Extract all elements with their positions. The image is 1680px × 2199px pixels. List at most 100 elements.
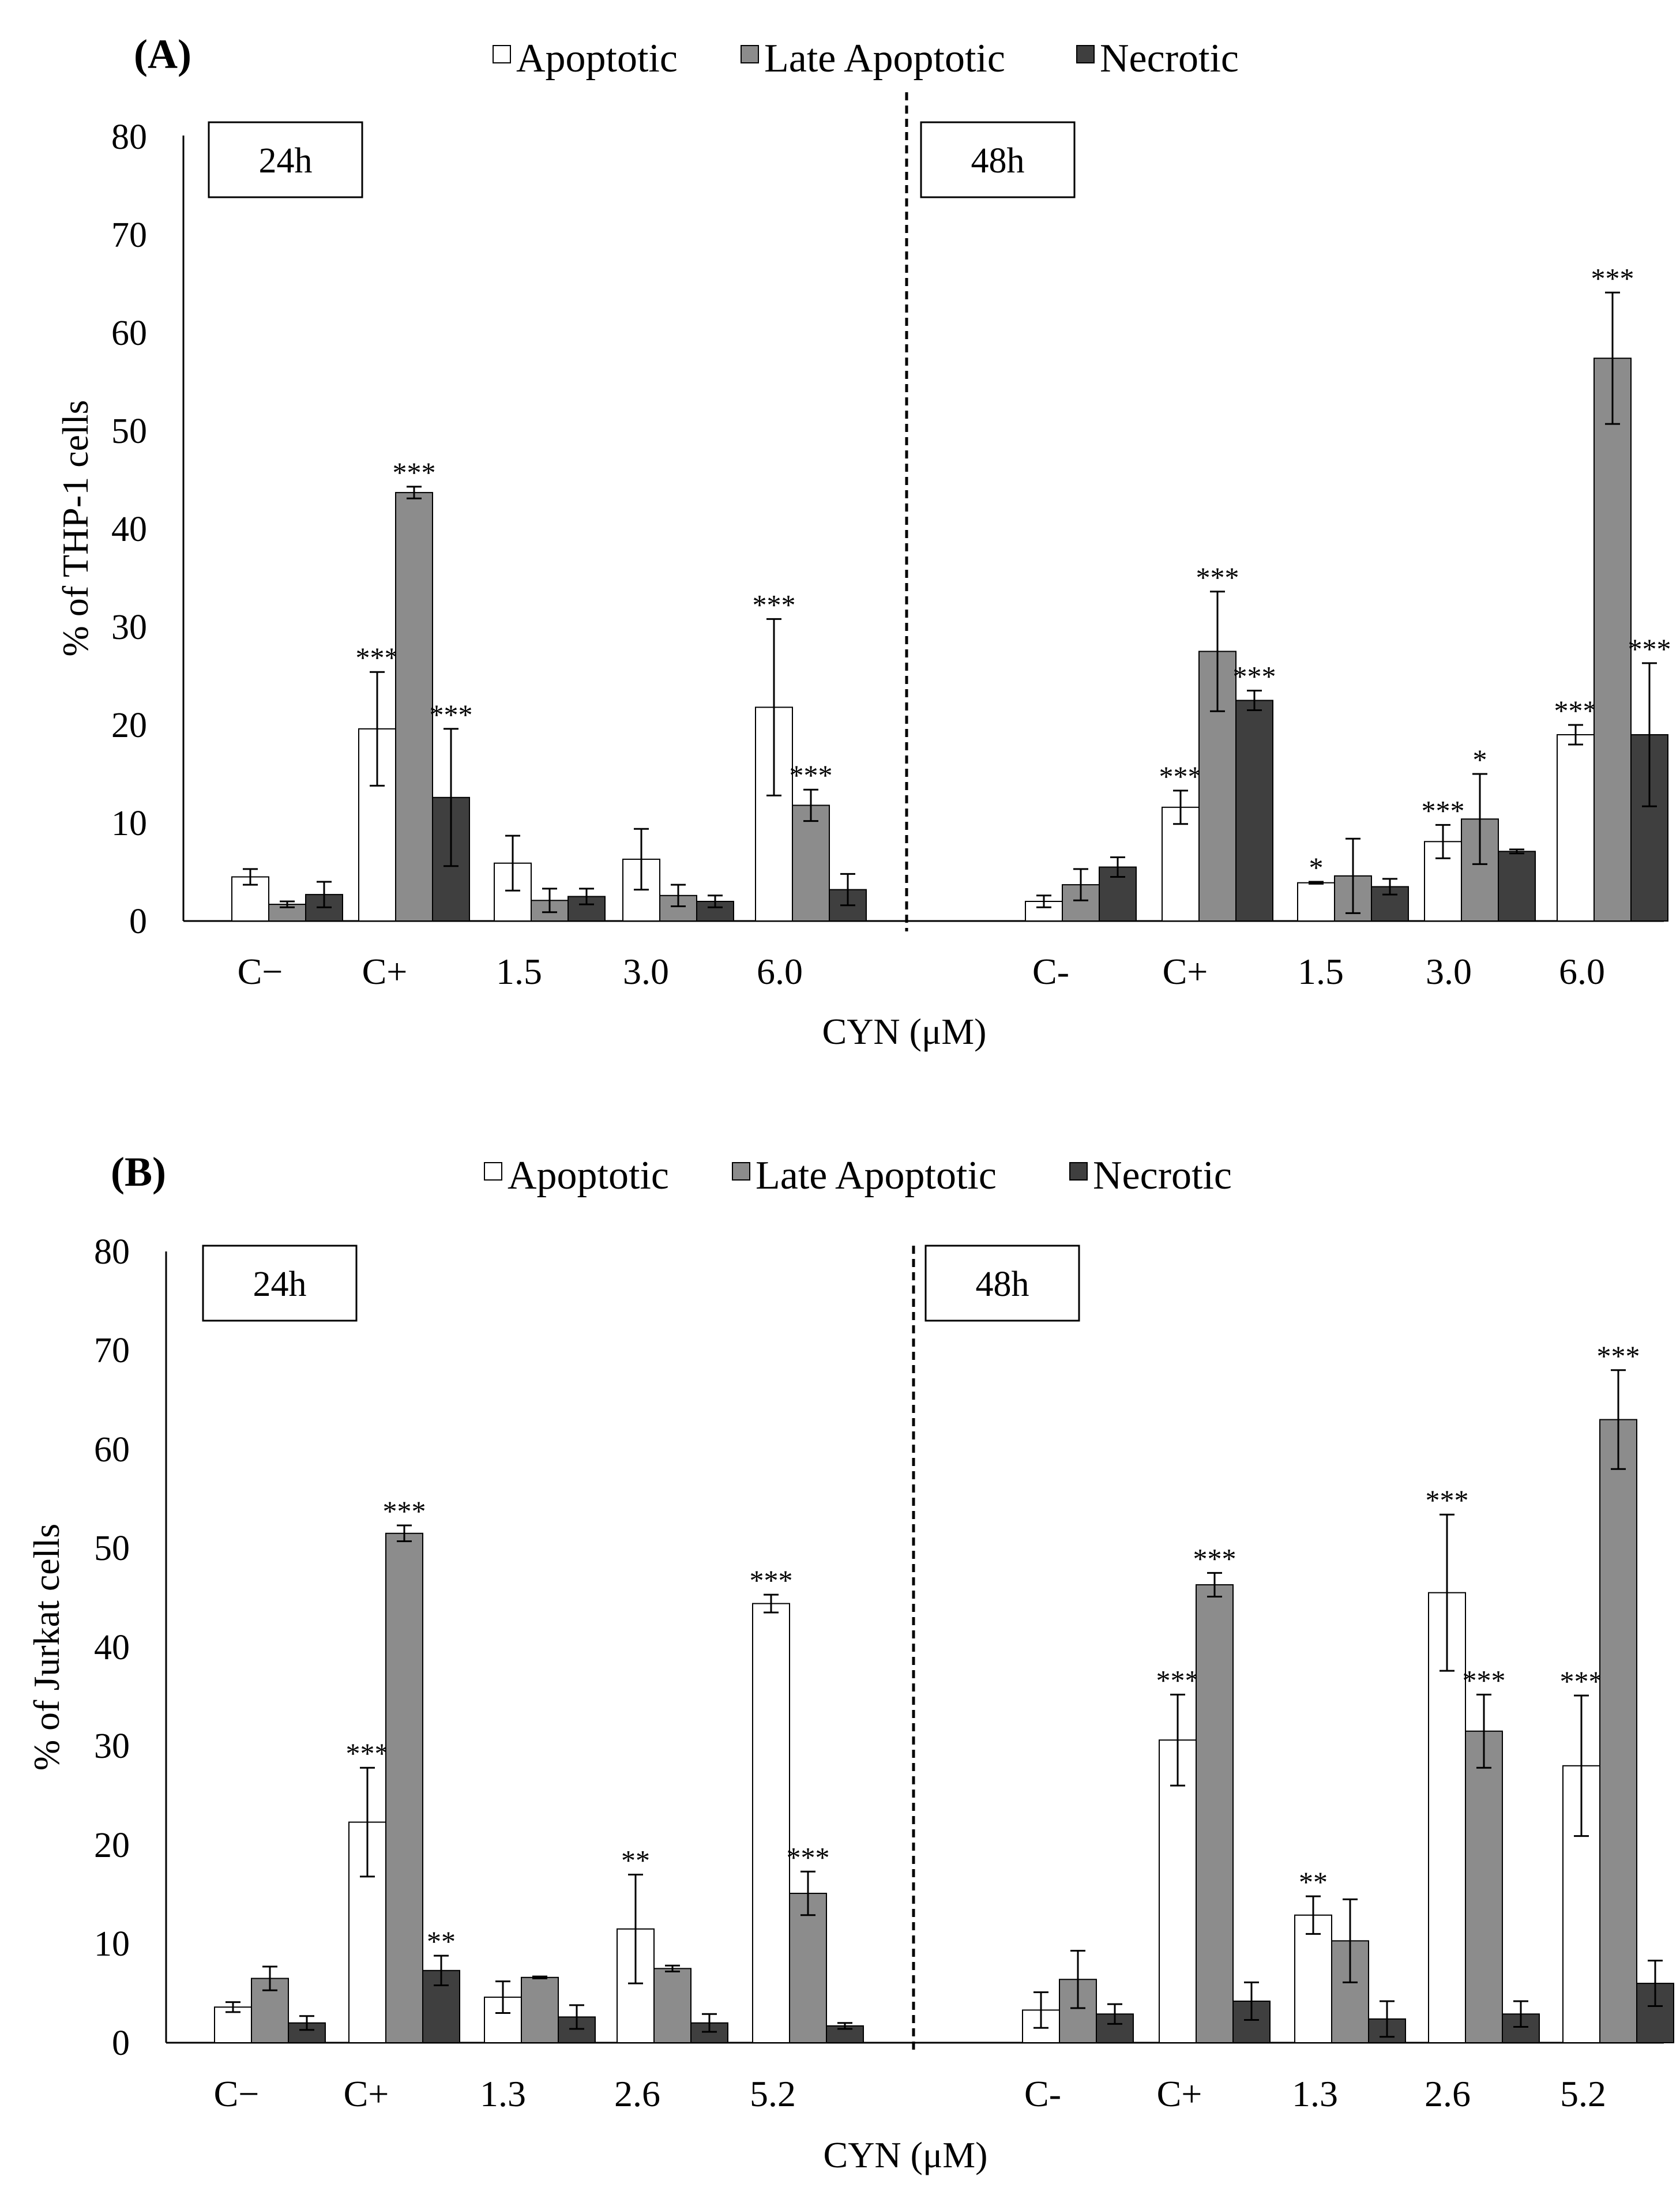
y-tick-b: 40 [94, 1628, 130, 1667]
bar-a-48h-necrotic-4 [1630, 734, 1668, 922]
error-bar-a-24h-necrotic-1 [444, 728, 458, 867]
error-bar-b-48h-necrotic-4 [1648, 1960, 1663, 2008]
error-bar-a-48h-necrotic-0 [1110, 856, 1125, 878]
bar-a-48h-apoptotic-4 [1557, 734, 1595, 922]
panel-a-label: (A) [134, 31, 191, 77]
y-tick-b: 80 [94, 1232, 130, 1272]
error-bar-a-48h-late-3 [1472, 773, 1487, 865]
significance-b-24h-apoptotic-4: *** [750, 1564, 793, 1596]
time-box-a-48h [920, 121, 1076, 198]
x-axis-title-a: CYN (μM) [822, 1011, 987, 1052]
bar-b-48h-apoptotic-2 [1294, 1914, 1332, 2043]
legend-b-necrotic-swatch [1069, 1162, 1088, 1181]
error-bar-b-48h-apoptotic-3 [1440, 1513, 1455, 1672]
panel-b-label: (B) [111, 1149, 166, 1195]
bar-b-24h-late-3 [653, 1968, 691, 2043]
category-label-b: 2.6 [1425, 2073, 1471, 2114]
time-label-a-48h: 48h [971, 141, 1025, 181]
bar-a-24h-necrotic-3 [696, 901, 734, 922]
significance-b-48h-apoptotic-3: *** [1426, 1484, 1469, 1516]
error-bar-b-48h-necrotic-0 [1107, 2003, 1122, 2025]
significance-a-24h-necrotic-1: *** [430, 698, 473, 731]
error-bar-a-48h-apoptotic-2 [1309, 881, 1324, 885]
bar-b-48h-late-1 [1196, 1584, 1234, 2044]
significance-a-24h-apoptotic-1: *** [356, 641, 399, 674]
bar-a-48h-late-4 [1593, 358, 1632, 922]
category-label-a: 1.5 [496, 951, 542, 992]
error-bar-a-48h-apoptotic-3 [1435, 824, 1450, 859]
significance-b-24h-apoptotic-3: ** [621, 1844, 650, 1876]
bar-a-48h-late-1 [1198, 651, 1236, 922]
panel-a: (A) Apoptotic Late Apoptotic Necrotic 0 … [55, 31, 1671, 1052]
bar-a-48h-apoptotic-2 [1297, 882, 1335, 922]
error-bar-b-48h-necrotic-2 [1380, 2000, 1395, 2038]
category-label-b: 1.3 [480, 2073, 526, 2114]
significance-b-24h-late-1: *** [383, 1495, 426, 1527]
significance-a-24h-late-4: *** [790, 759, 833, 791]
y-tick-b: 70 [94, 1331, 130, 1370]
significance-a-48h-late-4: *** [1591, 262, 1634, 294]
category-label-a: C+ [1163, 951, 1208, 992]
significance-b-48h-apoptotic-4: *** [1560, 1665, 1603, 1697]
error-bar-b-48h-late-0 [1070, 1950, 1085, 2009]
error-bar-b-48h-late-4 [1611, 1369, 1626, 1470]
error-bar-a-24h-necrotic-2 [579, 888, 594, 905]
y-tick-a: 50 [111, 412, 147, 451]
bars-b: ****************************** ****** [214, 1340, 1674, 2044]
error-bar-b-24h-necrotic-1 [434, 1954, 449, 1987]
significance-b-48h-apoptotic-2: ** [1299, 1866, 1328, 1898]
y-tick-a: 70 [111, 216, 147, 255]
error-bar-a-48h-late-4 [1605, 291, 1620, 425]
y-tick-b: 20 [94, 1826, 130, 1865]
category-label-a: 6.0 [1559, 951, 1605, 992]
error-bar-a-24h-late-4 [803, 788, 818, 822]
error-bar-b-48h-apoptotic-4 [1574, 1694, 1589, 1837]
significance-a-48h-apoptotic-2: * [1309, 851, 1324, 884]
bar-a-48h-necrotic-2 [1371, 886, 1409, 922]
y-tick-a: 0 [129, 902, 147, 941]
time-box-b-24h [202, 1245, 358, 1322]
significance-b-24h-late-4: *** [787, 1841, 830, 1873]
time-label-a-24h: 24h [259, 141, 313, 181]
significance-b-48h-late-4: *** [1597, 1340, 1640, 1372]
bar-b-24h-apoptotic-4 [752, 1603, 790, 2044]
error-bar-a-48h-late-1 [1210, 591, 1225, 712]
error-bar-a-48h-necrotic-1 [1247, 690, 1262, 711]
significance-a-24h-apoptotic-4: *** [753, 588, 796, 621]
error-bar-b-48h-late-1 [1207, 1572, 1222, 1598]
legend-a-necrotic-swatch [1076, 45, 1095, 63]
significance-a-48h-necrotic-1: *** [1233, 660, 1276, 693]
error-bar-a-48h-apoptotic-1 [1173, 790, 1188, 825]
category-label-b: 5.2 [750, 2073, 796, 2114]
error-bar-a-24h-late-2 [542, 888, 557, 914]
bar-a-24h-late-1 [395, 492, 433, 922]
error-bar-a-24h-late-1 [407, 486, 422, 499]
legend-b-apoptotic-label: Apoptotic [508, 1153, 669, 1198]
error-bar-b-48h-apoptotic-0 [1033, 1991, 1048, 2029]
error-bar-a-24h-apoptotic-2 [505, 835, 520, 892]
category-label-a: 3.0 [1426, 951, 1472, 992]
significance-a-48h-late-1: *** [1196, 561, 1239, 593]
bar-b-48h-late-4 [1599, 1419, 1637, 2043]
category-label-a: 6.0 [757, 951, 803, 992]
y-tick-b: 50 [94, 1529, 130, 1568]
category-label-b: C+ [344, 2073, 389, 2114]
panel-b: (B) Apoptotic Late Apoptotic Necrotic 0 … [26, 1149, 1674, 2175]
significance-b-24h-apoptotic-1: *** [346, 1737, 389, 1769]
category-label-b: C+ [1157, 2073, 1202, 2114]
category-label-b: 1.3 [1292, 2073, 1338, 2114]
significance-a-48h-apoptotic-3: *** [1422, 794, 1465, 826]
error-bar-b-48h-apoptotic-2 [1306, 1895, 1321, 1935]
time-label-b-24h: 24h [253, 1265, 307, 1304]
error-bar-b-24h-late-0 [262, 1965, 277, 1991]
error-bar-b-24h-necrotic-0 [299, 2015, 314, 2031]
error-bar-b-48h-necrotic-3 [1513, 2000, 1528, 2028]
error-bar-b-24h-apoptotic-0 [225, 2001, 240, 2013]
bar-a-48h-necrotic-3 [1498, 851, 1536, 922]
y-tick-a: 80 [111, 118, 147, 157]
error-bar-a-48h-late-0 [1073, 868, 1088, 901]
significance-a-48h-late-3: * [1473, 743, 1487, 776]
error-bar-a-48h-late-2 [1345, 837, 1360, 914]
error-bar-a-48h-apoptotic-4 [1568, 724, 1583, 746]
